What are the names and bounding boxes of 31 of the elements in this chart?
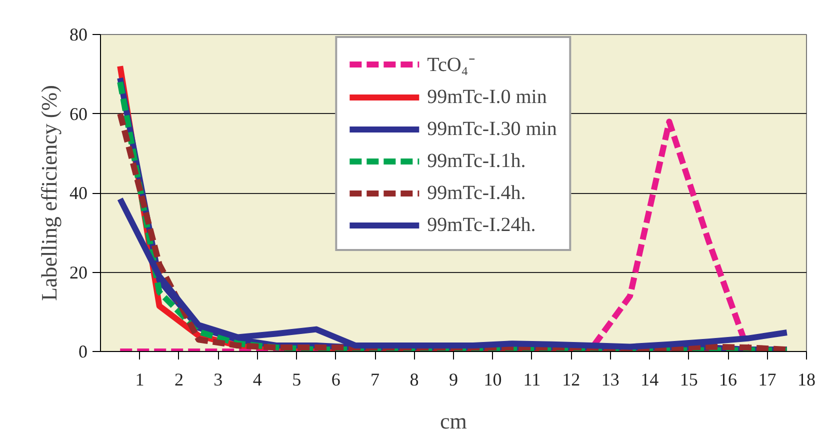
x-tick-label: 17 [758, 370, 776, 390]
legend-label: TcO₄⁻ [427, 53, 476, 77]
y-tick-label: 60 [70, 104, 88, 124]
x-tick-label: 11 [523, 370, 541, 390]
y-tick-label: 20 [70, 262, 88, 282]
legend-label: 99mTc-I.24h. [427, 214, 536, 236]
x-tick-label: 4 [252, 370, 262, 390]
x-tick-label: 14 [640, 370, 659, 390]
legend-label: 99mTc-I.1h. [427, 150, 526, 172]
x-tick-label: 2 [174, 370, 184, 390]
x-tick-label: 12 [562, 370, 580, 390]
legend-label: 99mTc-I.0 min [427, 86, 547, 108]
x-tick-label: 1 [135, 370, 144, 390]
x-axis-title: cm [440, 408, 467, 434]
x-tick-label: 18 [798, 370, 816, 390]
legend-label: 99mTc-I.4h. [427, 182, 526, 204]
x-tick-label: 6 [331, 370, 340, 390]
x-tick-label: 10 [484, 370, 502, 390]
x-tick-label: 3 [214, 370, 223, 390]
y-axis-title: Labelling efficiency (%) [36, 85, 62, 301]
x-tick-label: 7 [370, 370, 380, 390]
x-tick-label: 13 [601, 370, 620, 390]
x-tick-label: 5 [292, 370, 302, 390]
x-tick-label: 15 [680, 370, 698, 390]
x-tick-label: 9 [449, 370, 458, 390]
x-tick-label: 8 [410, 370, 419, 390]
y-tick-label: 0 [78, 342, 88, 362]
y-tick-label: 40 [70, 183, 88, 203]
legend-label: 99mTc-I.30 min [427, 118, 557, 140]
x-tick-label: 16 [719, 370, 738, 390]
y-tick-label: 80 [70, 24, 88, 44]
